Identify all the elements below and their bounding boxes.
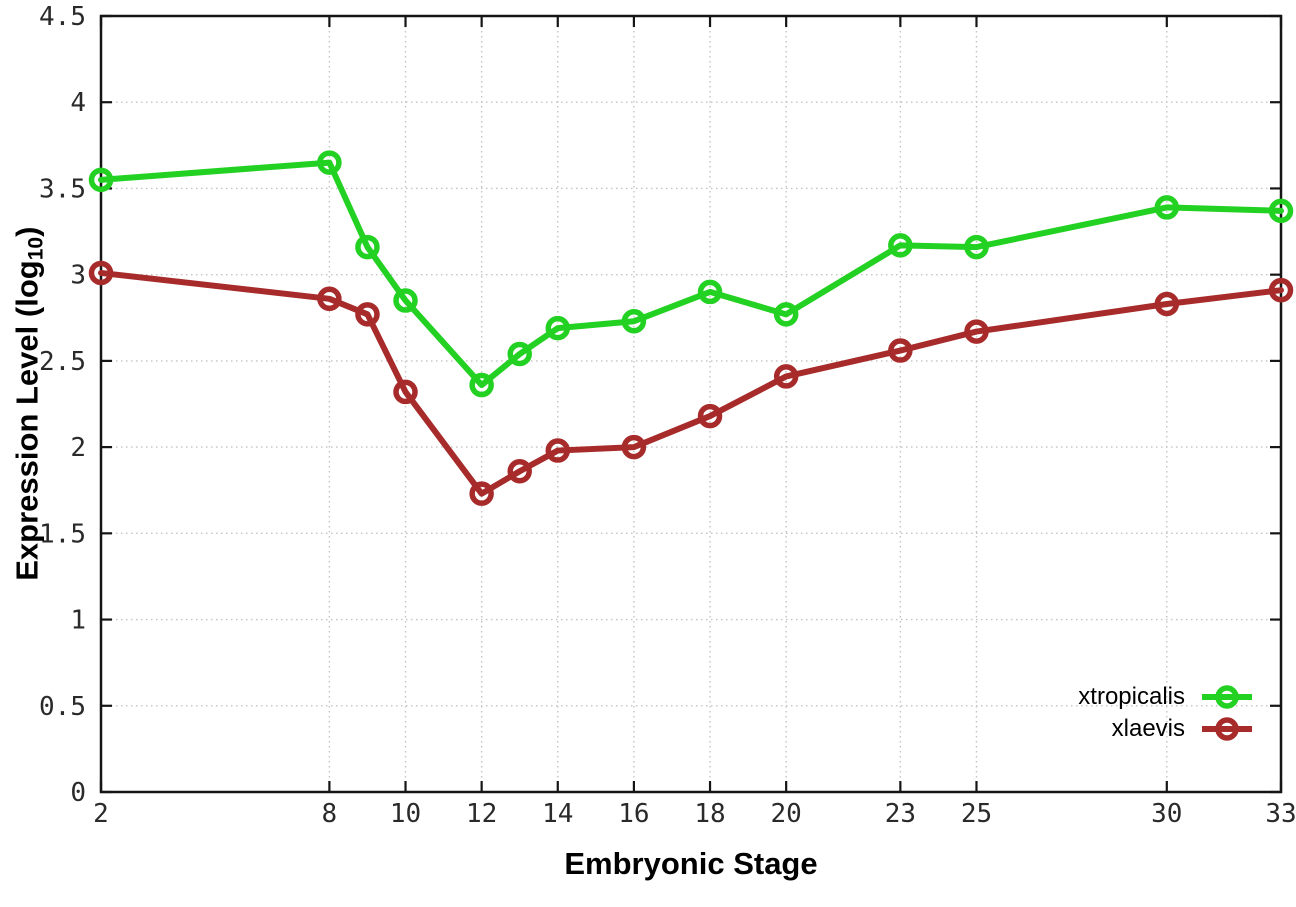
x-axis-title: Embryonic Stage xyxy=(564,846,818,881)
xlaevis-marker xyxy=(773,364,799,389)
xlaevis-marker xyxy=(393,379,418,405)
y-tick-label: 2.5 xyxy=(39,347,86,377)
y-tick-label: 3.5 xyxy=(39,174,86,204)
xlaevis-marker xyxy=(1154,291,1180,317)
x-tick-label: 2 xyxy=(93,799,109,829)
y-axis-title-suffix: ) xyxy=(9,226,45,238)
y-axis-title-prefix: Expression Level (log xyxy=(9,260,45,582)
x-tick-label: 12 xyxy=(466,799,497,829)
xtropicalis-marker xyxy=(88,167,114,193)
x-tick-label: 14 xyxy=(542,799,573,829)
xlaevis-marker xyxy=(317,286,342,312)
x-tick-label: 33 xyxy=(1265,799,1296,829)
legend-item-xtropicalis: xtropicalis xyxy=(1078,684,1255,710)
xtropicalis-legend-marker-icon xyxy=(1202,685,1252,709)
xlaevis-marker xyxy=(469,481,494,506)
xlaevis-marker xyxy=(621,434,647,460)
y-axis-title: Expression Level (log10) xyxy=(0,0,58,808)
x-tick-label: 10 xyxy=(390,799,421,829)
xtropicalis-marker xyxy=(697,279,723,305)
y-tick-label: 3 xyxy=(70,261,86,291)
series-xtropicalis xyxy=(88,150,1294,398)
xlaevis-marker xyxy=(545,438,571,463)
xlaevis-marker xyxy=(964,319,989,344)
y-axis-title-sub: 10 xyxy=(24,237,48,261)
y-tick-labels: 0 0.5 1 1.5 2 2.5 3 3.5 4 4.5 xyxy=(39,2,86,808)
x-tick-label: 20 xyxy=(771,799,802,829)
xlaevis-marker xyxy=(697,403,723,429)
xlaevis-marker xyxy=(507,459,532,484)
x-tick-label: 16 xyxy=(618,799,649,829)
legend: xtropicalis xlaevis xyxy=(1078,684,1255,742)
xtropicalis-marker xyxy=(1154,195,1180,220)
x-tick-label: 23 xyxy=(885,799,916,829)
xlaevis-marker xyxy=(88,260,114,286)
y-tick-label: 0 xyxy=(70,778,86,808)
y-axis-title-text: Expression Level (log10) xyxy=(9,227,48,581)
xtropicalis-marker xyxy=(355,234,380,260)
xlaevis-marker xyxy=(1268,277,1294,303)
legend-item-xlaevis: xlaevis xyxy=(1112,716,1255,742)
xtropicalis-marker xyxy=(621,308,647,334)
xtropicalis-marker xyxy=(888,233,913,258)
y-tick-label: 1.5 xyxy=(39,519,86,549)
y-tick-label: 4.5 xyxy=(39,2,86,32)
y-tick-label: 1 xyxy=(70,606,86,636)
xtropicalis-marker xyxy=(964,234,989,260)
y-tick-label: 0.5 xyxy=(39,692,86,722)
xtropicalis-marker xyxy=(1268,198,1294,224)
xtropicalis-marker xyxy=(773,302,799,327)
y-tick-label: 4 xyxy=(70,88,86,118)
legend-label-xtropicalis: xtropicalis xyxy=(1078,683,1185,710)
x-tick-label: 30 xyxy=(1151,799,1182,829)
grid-lines xyxy=(101,16,1281,792)
xlaevis-marker xyxy=(355,302,380,327)
legend-label-xlaevis: xlaevis xyxy=(1111,715,1185,742)
xtropicalis-marker xyxy=(317,150,342,175)
series-xlaevis xyxy=(88,260,1294,506)
xlaevis-marker xyxy=(888,338,913,363)
xtropicalis-line xyxy=(98,159,1284,389)
x-tick-label: 18 xyxy=(694,799,725,829)
plot-border xyxy=(99,14,1283,794)
xlaevis-line xyxy=(98,269,1284,497)
xtropicalis-marker xyxy=(469,372,494,398)
xlaevis-legend-marker-icon xyxy=(1202,717,1252,741)
x-tick-label: 8 xyxy=(322,799,338,829)
xtropicalis-marker xyxy=(393,288,418,313)
x-tick-labels: 2 8 10 12 14 16 18 20 23 25 30 33 xyxy=(93,799,1296,829)
xtropicalis-marker xyxy=(507,341,532,367)
x-tick-label: 25 xyxy=(961,799,992,829)
y-tick-label: 2 xyxy=(70,433,86,463)
xtropicalis-marker xyxy=(545,315,571,341)
axis-ticks xyxy=(99,14,1283,794)
